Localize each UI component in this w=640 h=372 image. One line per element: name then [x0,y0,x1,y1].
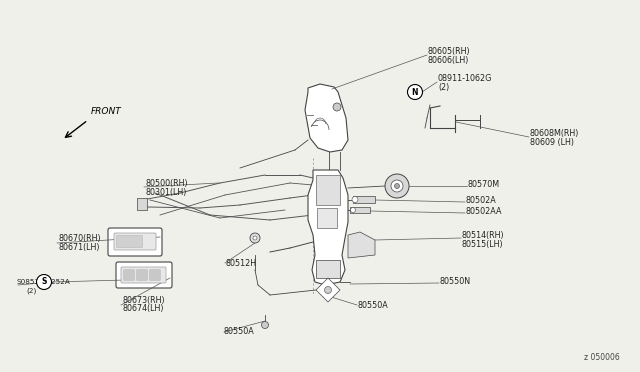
Circle shape [351,208,355,212]
Text: 80670(RH): 80670(RH) [58,234,100,243]
FancyBboxPatch shape [108,228,162,256]
Text: 08911-1062G: 08911-1062G [438,74,492,83]
Polygon shape [316,278,340,302]
Text: 80515(LH): 80515(LH) [462,240,504,248]
Text: N: N [412,87,419,96]
FancyBboxPatch shape [137,270,147,280]
Text: 80605(RH): 80605(RH) [428,46,470,55]
FancyBboxPatch shape [124,270,134,280]
Text: S08533-6252A: S08533-6252A [16,279,70,285]
Polygon shape [305,84,348,152]
Circle shape [262,321,269,328]
Text: 80570M: 80570M [468,180,500,189]
FancyBboxPatch shape [317,208,337,228]
Text: (2): (2) [26,288,36,294]
FancyBboxPatch shape [150,270,160,280]
Text: 80673(RH): 80673(RH) [122,295,164,305]
FancyBboxPatch shape [350,207,370,213]
Text: (2): (2) [438,83,449,92]
Circle shape [250,233,260,243]
FancyBboxPatch shape [114,233,156,250]
Circle shape [408,84,422,99]
FancyBboxPatch shape [316,175,340,205]
Text: 80550A: 80550A [224,327,255,336]
Text: 80608M(RH): 80608M(RH) [530,128,579,138]
Text: 80674(LH): 80674(LH) [122,305,163,314]
FancyBboxPatch shape [353,196,375,203]
Circle shape [391,180,403,192]
Polygon shape [308,170,348,285]
Text: 80671(LH): 80671(LH) [58,243,99,251]
Text: 80550A: 80550A [358,301,388,310]
FancyBboxPatch shape [316,260,340,278]
Circle shape [253,236,257,240]
Text: 80502AA: 80502AA [466,206,502,215]
Text: FRONT: FRONT [91,107,122,116]
FancyBboxPatch shape [116,262,172,288]
Text: 80609 (LH): 80609 (LH) [530,138,574,147]
FancyBboxPatch shape [116,235,143,247]
Circle shape [324,286,332,294]
Text: 80514(RH): 80514(RH) [462,231,504,240]
Circle shape [394,183,399,189]
Text: 80550N: 80550N [440,278,471,286]
FancyBboxPatch shape [137,198,147,210]
Text: 80301(LH): 80301(LH) [145,187,186,196]
Circle shape [333,103,341,111]
Text: 80500(RH): 80500(RH) [145,179,188,187]
FancyBboxPatch shape [121,267,166,283]
Polygon shape [348,232,375,258]
Circle shape [36,275,51,289]
Circle shape [352,196,358,202]
Text: z 050006: z 050006 [584,353,620,362]
Text: 80502A: 80502A [466,196,497,205]
Text: 80512H: 80512H [226,260,257,269]
Text: 80606(LH): 80606(LH) [428,55,469,64]
Text: S: S [42,278,47,286]
Circle shape [385,174,409,198]
